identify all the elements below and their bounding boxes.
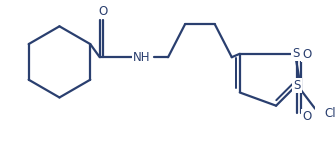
Text: O: O	[302, 110, 311, 123]
Text: O: O	[98, 5, 107, 18]
Text: NH: NH	[133, 51, 151, 64]
Text: S: S	[294, 79, 301, 92]
Text: O: O	[302, 48, 311, 61]
Text: S: S	[292, 47, 299, 60]
Text: Cl: Cl	[325, 107, 335, 120]
